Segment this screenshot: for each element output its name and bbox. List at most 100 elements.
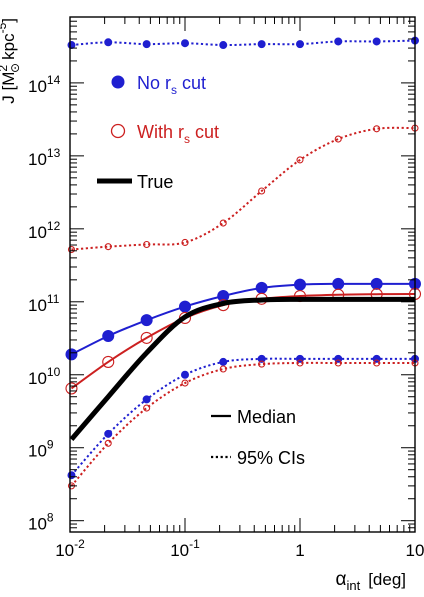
series-4-point-1 bbox=[104, 243, 112, 251]
y-tick-base: 10 bbox=[28, 515, 47, 534]
x-axis-label-main: α bbox=[335, 569, 346, 590]
legend-label-true: True bbox=[137, 172, 173, 192]
legend-label-no_cut: No rs cut bbox=[137, 73, 206, 97]
legend-label-rest: cut bbox=[190, 122, 219, 142]
series-0-point-8 bbox=[370, 277, 383, 290]
y-axis-label-unit-sup: -5 bbox=[0, 22, 9, 33]
series-2-point-4 bbox=[219, 357, 228, 366]
series-1-point-1 bbox=[104, 38, 113, 47]
series-0-point-5 bbox=[255, 281, 268, 294]
legend-label-sub: s bbox=[171, 83, 177, 97]
y-axis-label-unit: kpc bbox=[0, 33, 18, 60]
y-tick-base: 10 bbox=[28, 369, 47, 388]
series-line-5 bbox=[70, 361, 415, 487]
series-layer bbox=[65, 36, 422, 490]
x-tick-exp: -2 bbox=[74, 537, 85, 551]
series-line-1 bbox=[71, 39, 416, 47]
x-axis-label-sub: int bbox=[346, 578, 360, 593]
y-tick-label: 1011 bbox=[28, 292, 60, 315]
series-1-point-3 bbox=[181, 39, 189, 48]
legend-label-main: True bbox=[137, 172, 173, 192]
y-tick-base: 10 bbox=[28, 223, 47, 242]
series-2-point-2 bbox=[142, 395, 151, 404]
series-4-point-8 bbox=[373, 125, 381, 133]
y-tick-exp: 14 bbox=[47, 73, 61, 87]
legend2-label-ci: 95% CIs bbox=[237, 448, 305, 468]
series-2-point-1 bbox=[104, 429, 113, 438]
y-tick-exp: 10 bbox=[47, 365, 61, 379]
x-tick-label: 10-2 bbox=[55, 537, 85, 560]
series-line-4 bbox=[71, 126, 416, 251]
series-2-point-3 bbox=[181, 370, 189, 379]
y-tick-exp: 8 bbox=[47, 511, 54, 525]
legend-label-sub: s bbox=[184, 132, 190, 146]
series-5-point-8 bbox=[373, 359, 381, 367]
x-tick-base: 1 bbox=[295, 541, 304, 560]
axes-layer: 10-2 10-1 1 1010810910101011101210131014αin… bbox=[0, 16, 424, 593]
series-0-point-1 bbox=[102, 329, 115, 342]
plot-frame bbox=[69, 16, 416, 533]
y-axis-label-close: ] bbox=[0, 18, 18, 23]
series-4-point-4 bbox=[219, 219, 227, 227]
series-0-point-7 bbox=[332, 277, 345, 290]
series-1-point-2 bbox=[142, 40, 151, 49]
series-0-point-2 bbox=[140, 314, 153, 327]
series-line-2 bbox=[70, 357, 415, 476]
y-tick-label: 1010 bbox=[28, 365, 61, 388]
y-tick-base: 10 bbox=[28, 442, 47, 461]
x-axis-label-unit: [deg] bbox=[368, 570, 406, 589]
series-1-point-7 bbox=[334, 37, 343, 46]
x-tick-label: 10 bbox=[406, 541, 424, 560]
y-tick-label: 108 bbox=[28, 511, 54, 534]
series-1-point-6 bbox=[296, 40, 304, 49]
legend-label-with_cut: With rs cut bbox=[137, 122, 219, 146]
series-0-point-0 bbox=[65, 348, 78, 361]
y-axis-label-sup: 2 bbox=[0, 65, 10, 72]
series-3-point-0 bbox=[65, 382, 78, 395]
legend-marker-with_cut bbox=[110, 123, 126, 139]
series-4-point-5 bbox=[258, 187, 266, 195]
y-tick-exp: 9 bbox=[47, 438, 54, 452]
series-2-point-5 bbox=[257, 354, 266, 363]
series-4-point-0 bbox=[67, 246, 76, 254]
x-tick-exp: -1 bbox=[189, 537, 200, 551]
y-axis-label: J [M2⊙ kpc-5] bbox=[0, 18, 22, 104]
series-4-point-3 bbox=[181, 238, 189, 247]
y-tick-label: 1013 bbox=[28, 146, 61, 169]
series-3-point-1 bbox=[102, 355, 115, 368]
y-tick-base: 10 bbox=[28, 77, 47, 96]
y-tick-base: 10 bbox=[28, 296, 47, 315]
series-5-point-5 bbox=[258, 360, 266, 368]
x-tick-label: 10-1 bbox=[170, 537, 200, 560]
series-5-point-4 bbox=[219, 365, 227, 373]
series-5-point-3 bbox=[181, 379, 189, 387]
series-5-point-6 bbox=[296, 359, 304, 367]
series-5-point-1 bbox=[104, 439, 112, 447]
series-3-point-2 bbox=[140, 331, 153, 344]
legend-label-main: No r bbox=[137, 73, 171, 93]
series-1-point-4 bbox=[219, 41, 228, 50]
y-axis-label-main: J [M bbox=[0, 72, 18, 104]
x-tick-label: 1 bbox=[295, 541, 304, 560]
series-5-point-7 bbox=[334, 359, 342, 367]
series-2-point-0 bbox=[67, 471, 76, 480]
series-0-point-6 bbox=[294, 278, 306, 291]
x-tick-base: 10 bbox=[170, 541, 189, 560]
series-line-6 bbox=[69, 296, 415, 442]
series-1-point-5 bbox=[257, 40, 266, 49]
y-tick-label: 1012 bbox=[28, 219, 61, 242]
series-4-point-7 bbox=[334, 135, 342, 143]
x-tick-base: 10 bbox=[55, 541, 74, 560]
series-line-0 bbox=[71, 282, 415, 356]
series-1-point-0 bbox=[67, 41, 76, 50]
legend-label-rest: cut bbox=[177, 73, 206, 93]
legend2-label-median: Median bbox=[237, 407, 296, 427]
x-axis-label: αint [deg] bbox=[335, 569, 406, 593]
series-0-point-3 bbox=[179, 300, 191, 313]
y-tick-base: 10 bbox=[28, 150, 47, 169]
y-tick-label: 109 bbox=[28, 438, 54, 461]
y-tick-exp: 13 bbox=[47, 146, 61, 160]
series-4-point-6 bbox=[296, 156, 304, 164]
